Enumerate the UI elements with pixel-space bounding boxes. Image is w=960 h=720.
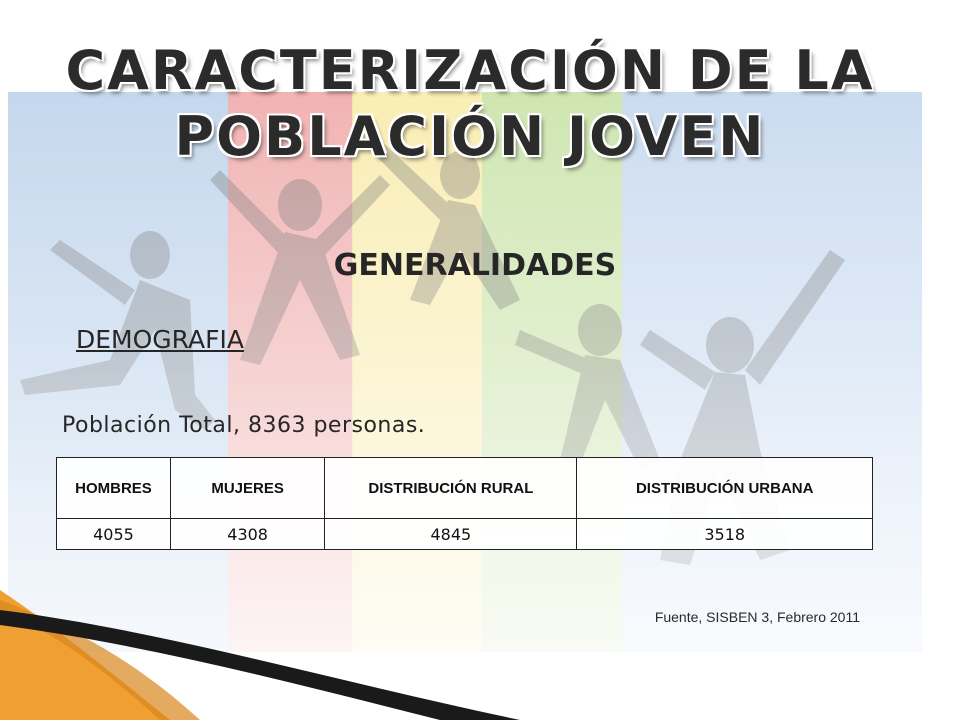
cell-distribucion-urbana: 3518	[576, 518, 873, 550]
title-line-2: POBLACIÓN JOVEN	[174, 105, 766, 168]
population-total-text: Población Total, 8363 personas.	[62, 413, 426, 438]
cell-hombres: 4055	[56, 518, 171, 550]
header-distribucion-urbana: DISTRIBUCIÓN URBANA	[576, 457, 873, 519]
header-hombres: HOMBRES	[56, 457, 171, 519]
cell-distribucion-rural: 4845	[324, 518, 578, 550]
header-distribucion-rural: DISTRIBUCIÓN RURAL	[324, 457, 578, 519]
source-note: Fuente, SISBEN 3, Febrero 2011	[654, 609, 860, 625]
subtitle: GENERALIDADES	[333, 248, 617, 283]
cell-mujeres: 4308	[169, 518, 326, 550]
orange-swoosh-decoration	[0, 590, 520, 720]
slide-title: CARACTERIZACIÓN DE LA POBLACIÓN JOVEN	[20, 38, 920, 170]
section-heading: DEMOGRAFIA	[76, 325, 244, 354]
demographics-table: HOMBRES MUJERES DISTRIBUCIÓN RURAL DISTR…	[56, 457, 873, 550]
table-header-row: HOMBRES MUJERES DISTRIBUCIÓN RURAL DISTR…	[56, 457, 873, 519]
title-line-1: CARACTERIZACIÓN DE LA	[65, 39, 875, 102]
table-row: 4055 4308 4845 3518	[56, 518, 873, 550]
header-mujeres: MUJERES	[169, 457, 326, 519]
